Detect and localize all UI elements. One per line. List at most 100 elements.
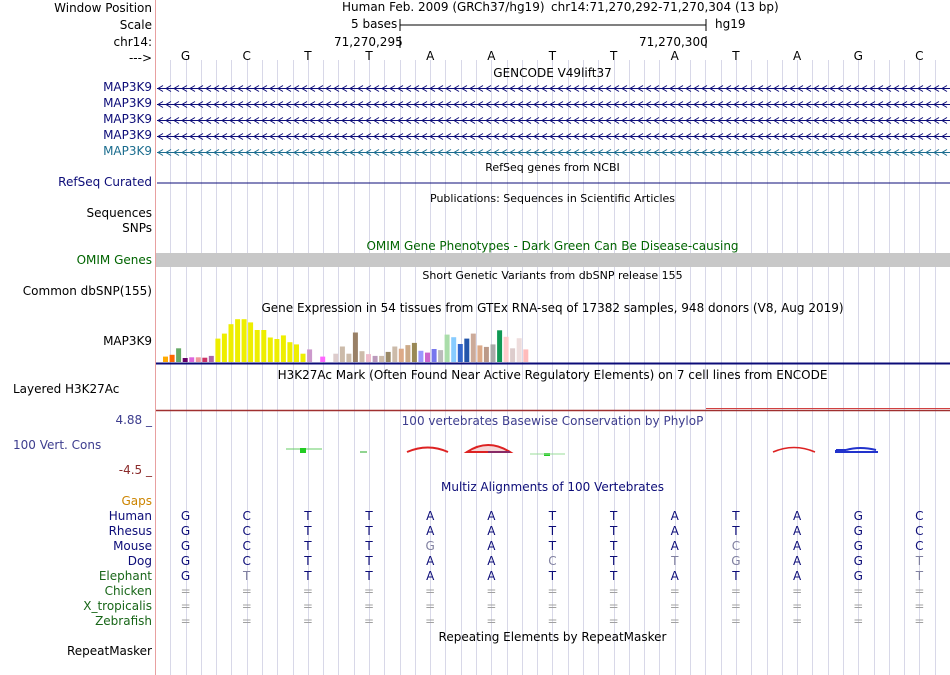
multiz-base: = [669, 599, 680, 613]
gtex-bar-chart[interactable] [163, 319, 529, 363]
gtex-bar[interactable] [392, 346, 398, 363]
gtex-bar[interactable] [503, 336, 509, 362]
gtex-bar[interactable] [379, 355, 385, 362]
multiz-base: G [425, 539, 435, 553]
gencode-gene-label[interactable]: MAP3K9 [103, 80, 152, 94]
gtex-bar[interactable] [431, 349, 437, 362]
coord-right: 71,270,300 [639, 35, 708, 49]
gtex-bar[interactable] [163, 356, 168, 362]
gtex-bar[interactable] [444, 334, 450, 362]
gtex-label[interactable]: MAP3K9 [103, 334, 152, 348]
gtex-bar[interactable] [398, 348, 404, 362]
multiz-species-label[interactable]: Mouse [113, 539, 152, 553]
multiz-base: A [487, 524, 496, 538]
refseq-label[interactable]: RefSeq Curated [58, 175, 152, 189]
gtex-bar[interactable] [418, 350, 424, 362]
multiz-species-label[interactable]: Dog [127, 554, 152, 568]
gtex-bar[interactable] [235, 319, 241, 362]
gtex-bar[interactable] [464, 338, 470, 362]
h3k27ac-label[interactable]: Layered H3K27Ac [13, 382, 120, 396]
publications-snps-label[interactable]: SNPs [122, 221, 152, 235]
gtex-bar[interactable] [195, 357, 201, 362]
multiz-base: = [730, 584, 741, 598]
gtex-bar[interactable] [366, 354, 371, 362]
multiz-species-label[interactable]: Zebrafish [95, 614, 152, 628]
phylop-ymin: -4.5 _ [118, 463, 152, 477]
multiz-base: = [302, 614, 313, 628]
scale-bar [399, 19, 707, 48]
base-letter: T [548, 49, 557, 63]
multiz-base: = [853, 614, 864, 628]
scale-label: Scale [119, 18, 152, 32]
gtex-bar[interactable] [182, 358, 188, 362]
gtex-bar[interactable] [490, 344, 496, 362]
gtex-bar[interactable] [470, 333, 476, 362]
gtex-bar[interactable] [169, 354, 175, 362]
dbsnp-label[interactable]: Common dbSNP(155) [22, 284, 152, 298]
gtex-bar[interactable] [261, 330, 267, 362]
gtex-bar[interactable] [208, 355, 214, 362]
phylop-label[interactable]: 100 Vert. Cons [13, 438, 102, 452]
gtex-bar[interactable] [523, 349, 529, 362]
gtex-bar[interactable] [320, 356, 326, 362]
gtex-bar[interactable] [307, 349, 313, 362]
gencode-gene-label[interactable]: MAP3K9 [103, 112, 152, 126]
gtex-bar[interactable] [274, 339, 280, 362]
gtex-bar[interactable] [221, 333, 227, 362]
gtex-bar[interactable] [333, 353, 339, 362]
gtex-bar[interactable] [477, 345, 483, 362]
gtex-bar[interactable] [425, 352, 430, 362]
gtex-bar[interactable] [248, 322, 254, 362]
gtex-bar[interactable] [254, 330, 260, 362]
gtex-bar[interactable] [411, 342, 417, 362]
gtex-bar[interactable] [176, 348, 182, 362]
scale-text: 5 bases [351, 17, 398, 31]
gtex-bar[interactable] [326, 354, 332, 362]
multiz-species-label[interactable]: Human [108, 509, 152, 523]
gencode-gene-label[interactable]: MAP3K9 [103, 144, 152, 158]
gtex-bar[interactable] [346, 353, 352, 362]
omim-gene-bar[interactable] [156, 253, 950, 267]
gtex-bar[interactable] [385, 351, 391, 362]
multiz-base: = [486, 614, 497, 628]
repeatmasker-label[interactable]: RepeatMasker [66, 644, 152, 658]
gtex-bar[interactable] [300, 353, 306, 362]
gencode-gene-label[interactable]: MAP3K9 [103, 96, 152, 110]
multiz-species-label[interactable]: Chicken [104, 584, 152, 598]
multiz-species-label[interactable]: X_tropicalis [83, 599, 152, 613]
publications-sequences-label[interactable]: Sequences [86, 206, 152, 220]
gtex-bar[interactable] [510, 348, 516, 362]
gtex-bar[interactable] [241, 319, 247, 362]
multiz-species-label[interactable]: Elephant [98, 569, 152, 583]
gtex-bar[interactable] [339, 346, 345, 363]
gtex-bar[interactable] [280, 335, 286, 362]
multiz-base: A [487, 569, 496, 583]
multiz-gaps-label[interactable]: Gaps [121, 494, 152, 508]
gtex-bar[interactable] [405, 345, 411, 362]
gtex-bar[interactable] [294, 344, 299, 362]
gencode-gene-features[interactable] [157, 85, 950, 156]
multiz-base: = [302, 599, 313, 613]
multiz-base: A [426, 554, 435, 568]
gtex-bar[interactable] [215, 338, 221, 362]
gtex-bar[interactable] [202, 357, 208, 362]
multiz-base: = [914, 614, 925, 628]
gtex-bar[interactable] [451, 337, 457, 362]
gtex-bar[interactable] [372, 355, 378, 362]
gtex-bar[interactable] [267, 337, 273, 363]
gtex-bar[interactable] [228, 324, 234, 362]
gtex-bar[interactable] [516, 338, 522, 362]
multiz-base: = [914, 584, 925, 598]
gtex-bar[interactable] [352, 332, 358, 363]
gtex-bar[interactable] [359, 351, 365, 362]
gtex-bar[interactable] [287, 342, 293, 362]
multiz-species-label[interactable]: Rhesus [108, 524, 152, 538]
multiz-base: T [365, 569, 373, 583]
gtex-bar[interactable] [438, 350, 444, 362]
gtex-bar[interactable] [457, 344, 463, 362]
gencode-gene-label[interactable]: MAP3K9 [103, 128, 152, 142]
gtex-bar[interactable] [189, 357, 195, 362]
gtex-bar[interactable] [497, 330, 503, 362]
gtex-bar[interactable] [483, 346, 489, 362]
omim-label[interactable]: OMIM Genes [76, 253, 152, 267]
